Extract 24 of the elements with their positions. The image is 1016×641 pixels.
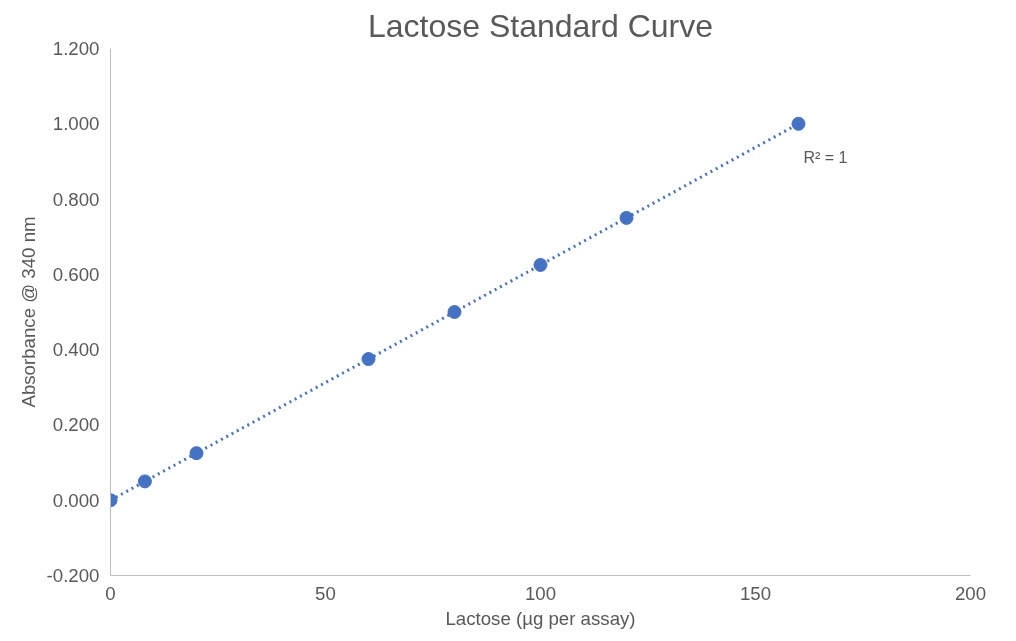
x-tick-label: 100 — [524, 582, 557, 604]
point — [533, 257, 548, 272]
x-tick-label: 50 — [315, 582, 336, 604]
y-tick-label: 0.400 — [52, 339, 100, 361]
point — [361, 352, 376, 367]
x-tick-label: 0 — [105, 582, 116, 604]
y-tick-label: 0.000 — [52, 489, 100, 511]
point — [447, 305, 462, 319]
y-tick-label: 0.800 — [52, 188, 100, 210]
x-tick-label: 150 — [739, 582, 772, 604]
point — [137, 474, 152, 489]
chart-title: Lactose Standard Curve — [367, 7, 714, 44]
point — [189, 446, 204, 461]
y-axis-title: Absorbance @ 340 nm — [17, 216, 39, 408]
x-tick-label: 200 — [954, 582, 987, 604]
annotation: R² = 1 — [803, 148, 848, 166]
y-tick-label: 0.200 — [52, 414, 100, 436]
y-tick-label: -0.200 — [46, 565, 100, 586]
point — [619, 210, 634, 225]
point — [791, 116, 806, 131]
y-tick-label: 1.000 — [52, 113, 100, 135]
y-tick-label: 0.600 — [52, 263, 100, 285]
y-tick-label: 1.200 — [52, 38, 100, 59]
x-axis-title: Lactose (µg per assay) — [445, 607, 636, 629]
